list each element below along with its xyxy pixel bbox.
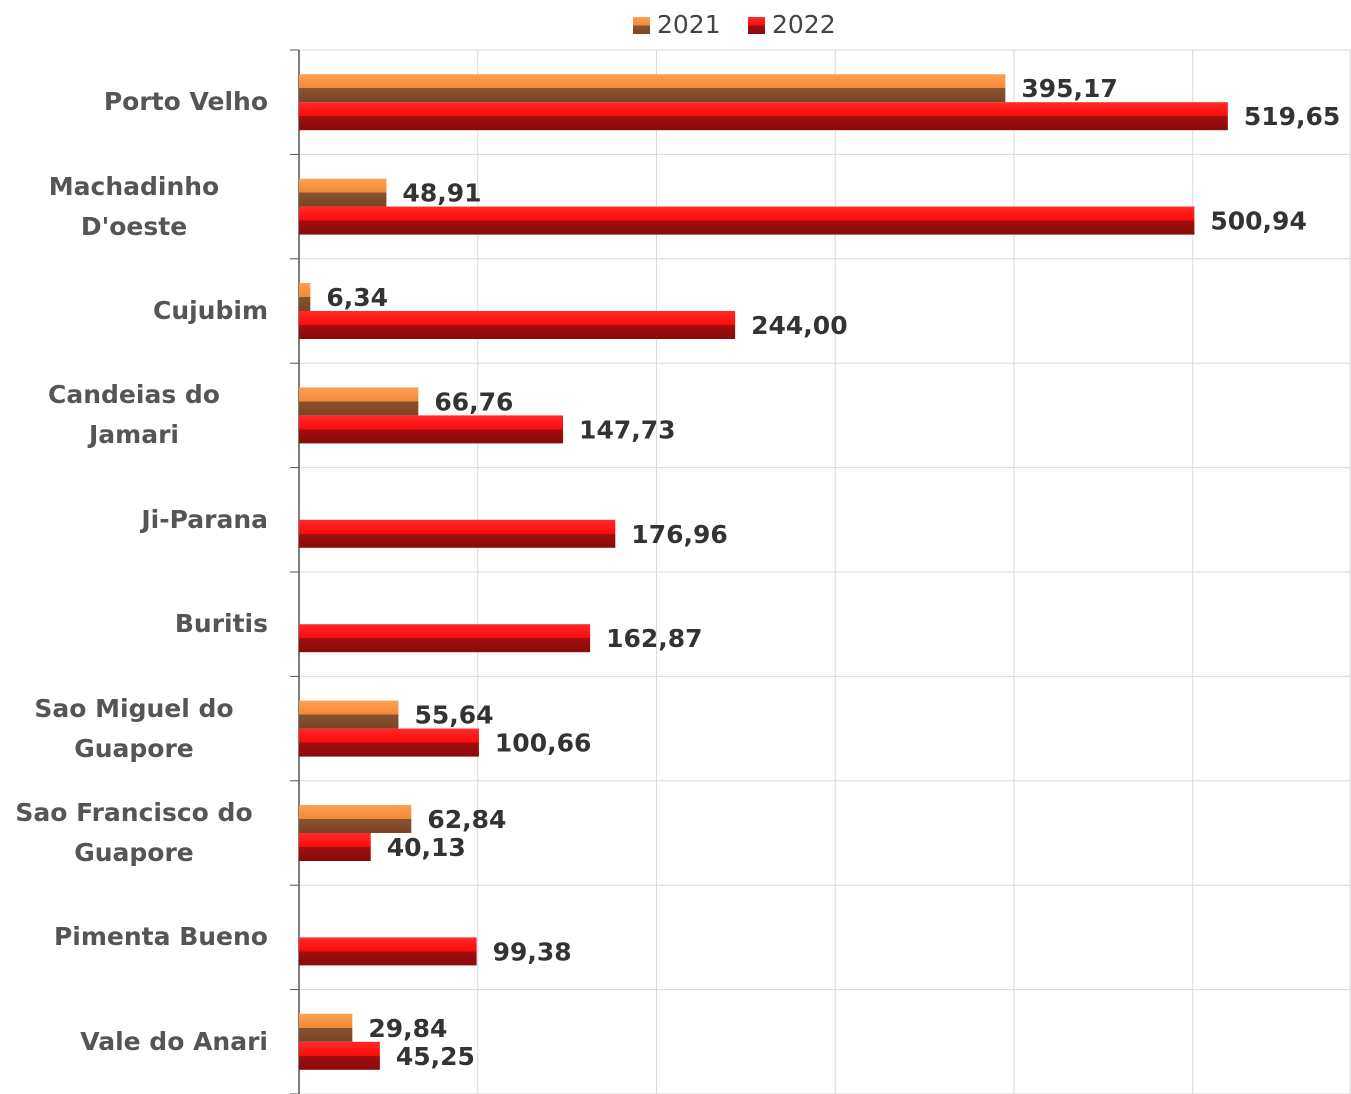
category-text: Sao Miguel do Guapore — [34, 693, 234, 763]
bar — [299, 74, 1006, 103]
data-label: 40,13 — [387, 833, 466, 862]
category-label: Pimenta Bueno — [54, 917, 268, 957]
category-label: Sao Francisco do Guapore — [0, 793, 268, 873]
data-label: 100,66 — [495, 729, 591, 758]
bar — [299, 387, 419, 416]
category-label: Cujubim — [153, 291, 268, 331]
bar — [299, 1041, 380, 1070]
bar — [299, 178, 387, 207]
bar — [299, 1013, 353, 1042]
data-label: 66,76 — [434, 387, 513, 416]
bar — [299, 937, 477, 966]
data-label: 519,65 — [1244, 102, 1340, 131]
bar — [299, 519, 616, 548]
data-label: 99,38 — [493, 937, 572, 966]
legend-label: 2021 — [657, 10, 721, 39]
bar — [299, 102, 1228, 131]
data-label: 29,84 — [368, 1014, 447, 1043]
bar — [299, 700, 399, 729]
category-label: Vale do Anari — [80, 1022, 268, 1062]
bar — [299, 283, 311, 311]
category-label: Porto Velho — [104, 82, 268, 122]
category-text: Pimenta Bueno — [53, 922, 268, 952]
bar — [299, 624, 591, 653]
category-text: Vale do Anari — [80, 1026, 268, 1056]
legend-swatch — [748, 17, 765, 34]
data-label: 500,94 — [1210, 207, 1306, 236]
data-label: 55,64 — [414, 701, 493, 730]
category-text: Cujubim — [152, 296, 268, 325]
bar — [299, 311, 736, 339]
data-label: 6,34 — [326, 283, 388, 312]
legend-label: 2022 — [772, 10, 836, 39]
category-text: Buritis — [174, 609, 268, 639]
bar — [299, 833, 371, 861]
category-text: Machadinho D'oeste — [48, 171, 220, 241]
data-label: 62,84 — [427, 805, 506, 834]
data-label: 147,73 — [579, 415, 675, 444]
category-label: Buritis — [175, 604, 268, 644]
category-text: Porto Velho — [103, 87, 268, 117]
category-label: Candeias do Jamari — [0, 375, 268, 455]
bar — [299, 415, 564, 444]
bar — [299, 206, 1195, 235]
category-label: Sao Miguel do Guapore — [0, 689, 268, 769]
legend-swatch — [633, 17, 650, 34]
data-label: 176,96 — [631, 520, 727, 549]
data-label: 244,00 — [751, 311, 847, 340]
category-text: Sao Francisco do Guapore — [15, 798, 253, 867]
category-text: Ji-Parana — [141, 504, 268, 534]
data-label: 162,87 — [606, 624, 702, 653]
data-label: 395,17 — [1021, 74, 1117, 103]
category-label: Ji-Parana — [141, 500, 268, 540]
category-label: Machadinho D'oeste — [0, 167, 268, 247]
data-label: 48,91 — [402, 179, 481, 208]
category-text: Candeias do Jamari — [48, 380, 220, 450]
bar — [299, 728, 479, 757]
data-label: 45,25 — [396, 1042, 475, 1071]
bar — [299, 805, 412, 833]
